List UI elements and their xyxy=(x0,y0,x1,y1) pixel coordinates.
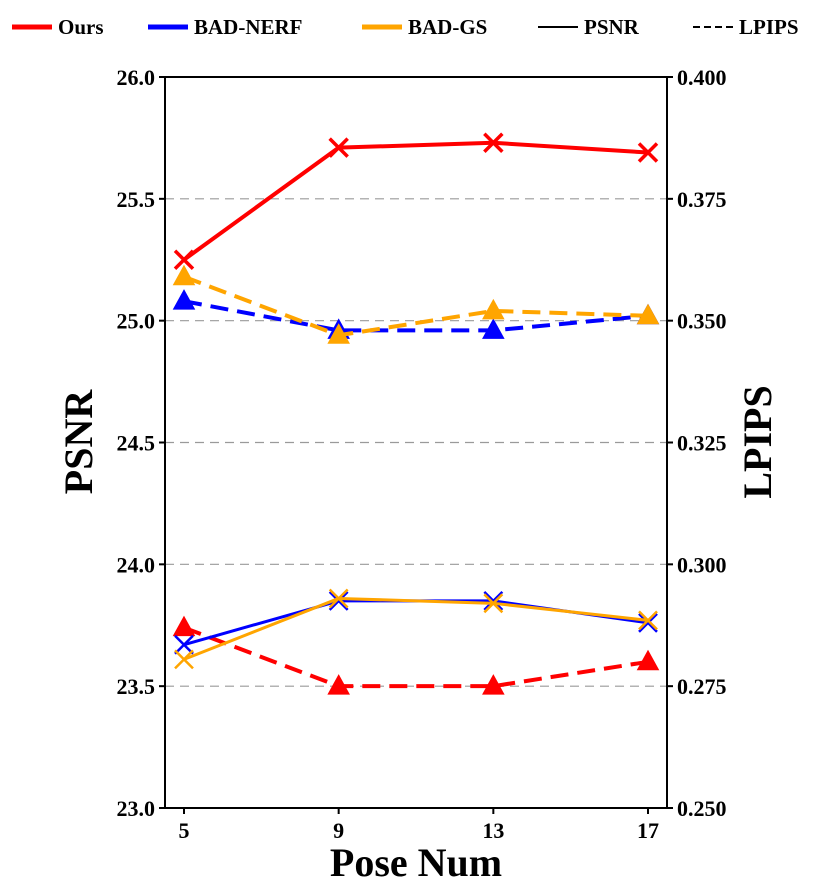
y-tick-label: 25.0 xyxy=(117,309,156,334)
legend-label: BAD-GS xyxy=(408,15,487,39)
legend-item-ours: Ours xyxy=(12,15,104,39)
triangle-marker xyxy=(327,323,350,344)
x-tick-label: 9 xyxy=(333,818,344,843)
legend-label: Ours xyxy=(58,15,104,39)
y-tick-label: 24.0 xyxy=(117,552,156,577)
x-marker xyxy=(638,610,658,631)
x-marker xyxy=(174,649,194,670)
y-axis-label: PSNR xyxy=(56,389,101,495)
legend: Ours BAD-NERF BAD-GS PSNR LPIPS xyxy=(12,15,799,39)
y-tick-label: 24.5 xyxy=(117,431,156,456)
triangle-marker xyxy=(172,615,196,637)
y-tick-label: 25.5 xyxy=(117,187,156,212)
legend-item-bad-nerf: BAD-NERF xyxy=(148,15,303,39)
triangle-marker xyxy=(327,674,350,695)
x-marker xyxy=(483,132,504,154)
y2-tick-label: 0.400 xyxy=(677,65,727,90)
triangle-marker xyxy=(172,264,196,286)
x-marker xyxy=(328,588,349,609)
y2-tick-label: 0.250 xyxy=(677,796,727,821)
triangle-marker xyxy=(636,303,660,325)
series-bad-gs-lpips xyxy=(172,264,660,344)
series-line xyxy=(183,299,649,333)
y2-tick-label: 0.350 xyxy=(677,309,727,334)
series-line xyxy=(183,274,649,338)
x-marker xyxy=(328,137,349,158)
legend-item-lpips: LPIPS xyxy=(693,15,799,39)
ticks: 23.0 23.5 24.0 24.5 25.0 25.5 26.0 0.250 0.275 0.… xyxy=(117,65,727,843)
y2-axis-label: LPIPS xyxy=(735,385,780,498)
x-marker xyxy=(328,590,349,611)
series-line xyxy=(182,140,649,262)
triangle-marker xyxy=(172,289,196,310)
x-axis-label: Pose Num xyxy=(330,840,502,885)
series-line xyxy=(183,596,649,661)
legend-item-psnr: PSNR xyxy=(538,15,640,39)
gridlines xyxy=(165,198,667,687)
x-marker xyxy=(173,249,195,270)
legend-label: LPIPS xyxy=(739,15,799,39)
x-marker xyxy=(637,142,659,163)
x-marker xyxy=(174,634,194,655)
series-line xyxy=(183,625,649,689)
x-marker xyxy=(638,612,658,633)
x-tick-label: 5 xyxy=(179,818,190,843)
triangle-marker xyxy=(482,674,505,695)
y2-tick-label: 0.325 xyxy=(677,431,727,456)
series-line xyxy=(183,599,649,647)
y-tick-label: 23.5 xyxy=(117,674,156,699)
triangle-marker xyxy=(636,649,660,671)
series-layer xyxy=(172,132,660,695)
y2-tick-label: 0.300 xyxy=(677,552,727,577)
legend-item-bad-gs: BAD-GS xyxy=(362,15,487,39)
legend-label: PSNR xyxy=(584,15,640,39)
y-tick-label: 23.0 xyxy=(117,796,156,821)
triangle-marker xyxy=(482,318,505,339)
y2-tick-label: 0.375 xyxy=(677,187,727,212)
x-marker xyxy=(483,593,504,614)
series-bad-gs-psnr xyxy=(174,588,658,670)
series-ours-psnr xyxy=(173,132,659,270)
y2-tick-label: 0.275 xyxy=(677,674,727,699)
x-tick-label: 17 xyxy=(637,818,659,843)
triangle-marker xyxy=(482,298,505,320)
x-marker xyxy=(483,590,504,611)
y-tick-label: 26.0 xyxy=(117,65,156,90)
series-ours-lpips xyxy=(172,615,660,695)
x-tick-label: 13 xyxy=(482,818,504,843)
legend-label: BAD-NERF xyxy=(194,15,303,39)
